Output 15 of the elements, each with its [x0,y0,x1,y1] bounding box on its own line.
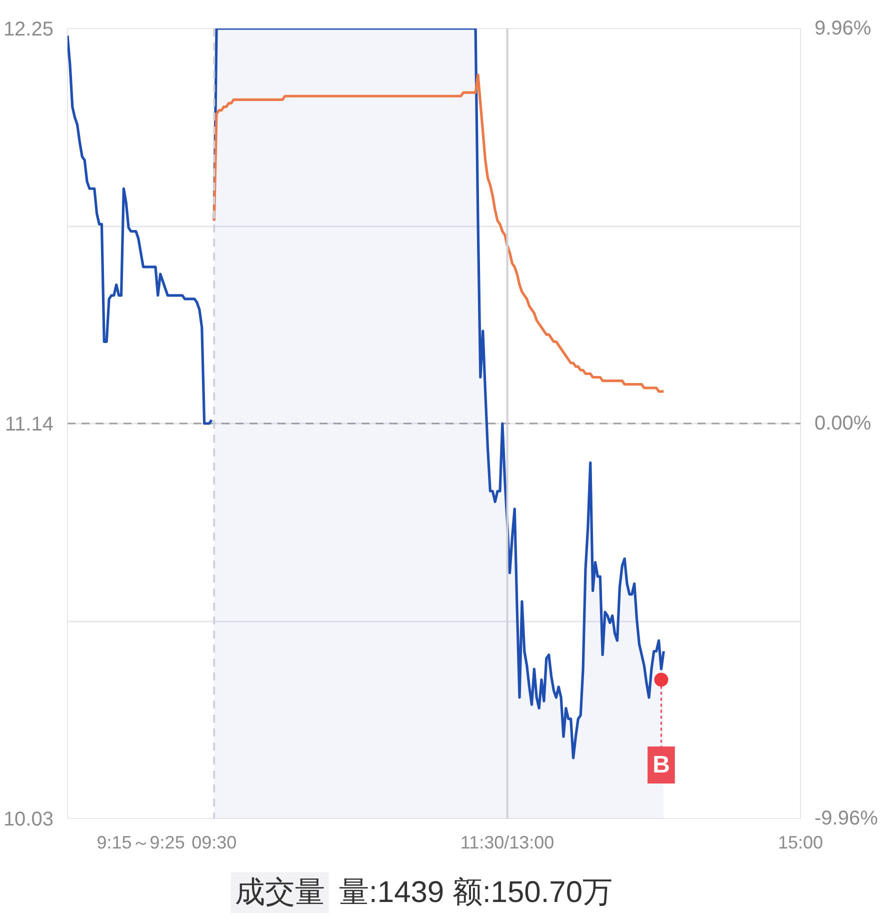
line-series [68,34,213,425]
x-tick-label: 9:15～9:25 [96,832,185,852]
x-tick-label: 11:30/13:00 [460,832,554,852]
line-series [212,73,665,393]
text: 量:1439 额:150.70万 [339,876,613,910]
y2-tick-label: 9.96% [814,18,872,40]
x-tick-label: 15:00 [778,832,824,852]
y-tick-label: 12.25 [3,18,54,40]
y-tick-label: 10.03 [3,808,54,830]
y2-tick-label: 0.00% [814,412,872,434]
y-tick-label: 11.14 [4,414,54,436]
annotation: B [652,752,670,779]
text: 成交量 [234,876,325,910]
y2-tick-label: -9.96% [814,808,878,830]
x-tick-label: 09:30 [192,832,237,852]
